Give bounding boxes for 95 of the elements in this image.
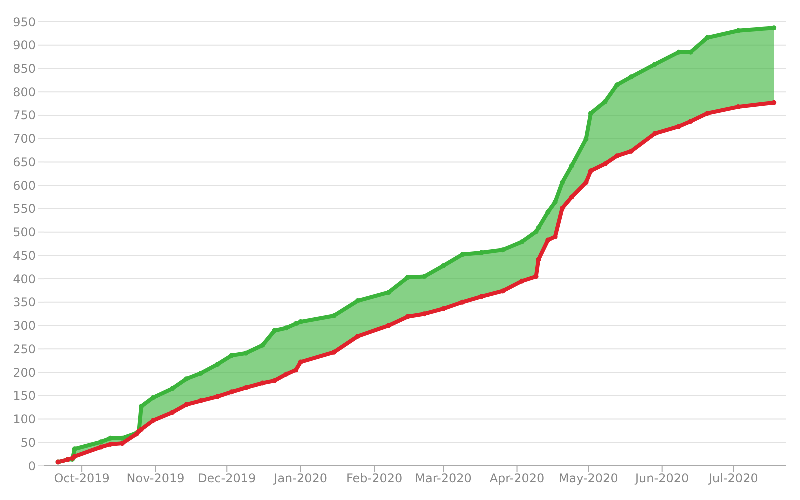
point <box>546 238 551 243</box>
y-tick-label: 450 <box>13 248 36 263</box>
point <box>569 163 574 168</box>
point <box>479 294 484 300</box>
y-tick-label: 300 <box>13 319 36 334</box>
x-tick-label: Mar-2020 <box>415 472 472 486</box>
x-tick-label: Jul-2020 <box>708 472 758 486</box>
y-tick-label: 50 <box>20 436 36 450</box>
point <box>500 288 506 294</box>
y-tick-label: 250 <box>13 342 36 356</box>
point <box>546 210 551 215</box>
point <box>284 326 290 331</box>
point <box>150 395 156 400</box>
point <box>676 124 682 130</box>
x-tick-label: Dec-2019 <box>198 472 256 486</box>
y-tick-label: 400 <box>13 272 36 286</box>
point <box>215 362 220 368</box>
point <box>170 386 175 392</box>
point <box>229 390 234 395</box>
point <box>298 360 304 365</box>
point <box>628 74 634 80</box>
x-tick-label: Nov-2019 <box>126 472 185 486</box>
point <box>294 321 299 326</box>
y-tick-label: 500 <box>13 226 36 240</box>
point <box>652 62 658 68</box>
point <box>184 402 190 408</box>
point <box>772 26 777 31</box>
y-tick-label: 800 <box>13 85 36 100</box>
point <box>98 440 104 445</box>
point <box>244 385 249 390</box>
point <box>552 200 558 205</box>
x-tick-label: Oct-2019 <box>54 472 110 486</box>
x-tick-label: Apr-2020 <box>490 472 545 486</box>
point <box>560 180 565 186</box>
y-tick-label: 650 <box>13 155 36 170</box>
point <box>386 323 392 328</box>
point <box>614 154 620 159</box>
point <box>272 378 278 384</box>
point <box>260 342 266 348</box>
x-tick-label: Feb-2020 <box>346 472 403 486</box>
y-tick-label: 100 <box>13 412 36 427</box>
point <box>215 394 220 400</box>
point <box>560 206 565 211</box>
point <box>688 119 694 124</box>
point <box>170 410 175 416</box>
point <box>602 99 608 104</box>
point <box>520 240 525 245</box>
x-tick-label: Jun-2020 <box>634 472 690 486</box>
point <box>441 306 446 312</box>
y-tick-label: 900 <box>13 38 36 53</box>
point <box>534 229 539 234</box>
point <box>652 131 658 136</box>
point <box>355 334 360 340</box>
point <box>602 162 608 167</box>
y-tick-label: 600 <box>13 178 36 193</box>
point <box>150 418 156 424</box>
y-tick-label: 950 <box>13 15 36 30</box>
point <box>536 226 542 231</box>
point <box>139 427 144 432</box>
point <box>284 372 290 377</box>
point <box>260 380 266 386</box>
point <box>332 350 337 355</box>
point <box>198 398 204 404</box>
point <box>198 370 204 376</box>
point <box>536 257 542 262</box>
point <box>422 274 428 280</box>
point <box>588 168 594 174</box>
point <box>298 320 304 325</box>
point <box>614 82 620 88</box>
point <box>405 314 410 320</box>
point <box>584 180 589 186</box>
point <box>355 298 360 304</box>
point <box>520 278 525 284</box>
y-tick-label: 750 <box>13 108 36 123</box>
point <box>98 444 104 450</box>
y-tick-label: 850 <box>13 62 36 76</box>
point <box>441 263 446 268</box>
point <box>184 376 190 382</box>
y-tick-label: 0 <box>28 459 36 474</box>
y-tick-label: 550 <box>13 202 36 216</box>
x-tick-label: May-2020 <box>558 472 618 486</box>
point <box>584 136 589 142</box>
point <box>294 368 299 373</box>
point <box>772 100 777 106</box>
point <box>332 313 337 318</box>
point <box>244 350 249 356</box>
y-tick-label: 150 <box>13 389 36 404</box>
y-tick-label: 350 <box>13 296 36 310</box>
y-tick-label: 200 <box>13 366 36 380</box>
point <box>229 353 234 358</box>
x-tick-label: Jan-2020 <box>273 472 328 486</box>
point <box>569 194 574 200</box>
point <box>460 300 466 305</box>
point <box>386 290 392 296</box>
y-tick-label: 700 <box>13 132 36 146</box>
